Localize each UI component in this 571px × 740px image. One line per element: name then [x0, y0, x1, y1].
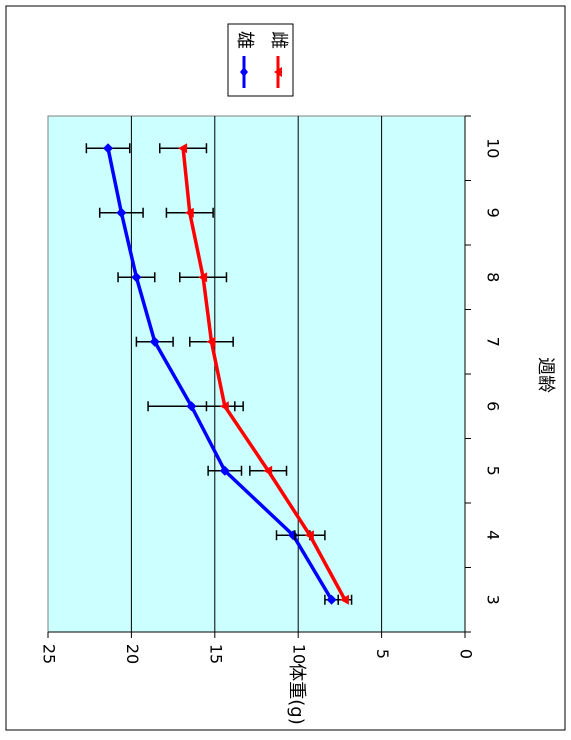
category-tick-label-group: 4	[484, 530, 503, 540]
value-tick-label: 20	[123, 644, 142, 664]
category-tick-label-group: 9	[484, 208, 503, 218]
value-tick-label-group: 10	[290, 644, 309, 664]
data-point	[288, 530, 299, 541]
legend-marker	[240, 67, 248, 77]
series-group	[85, 143, 353, 605]
x-axis-title-group: 週齢	[535, 357, 556, 393]
legend-label-group: 雌	[268, 31, 289, 49]
value-tick-label-group: 25	[40, 644, 59, 664]
data-point	[219, 465, 230, 476]
legend-box	[227, 23, 294, 97]
category-tick-label: 8	[484, 272, 503, 282]
data-point	[339, 594, 349, 605]
data-point	[263, 465, 273, 476]
category-tick-label: 5	[484, 466, 503, 476]
legend-label: 雄	[234, 31, 255, 49]
value-tick-label-group: 5	[373, 649, 392, 659]
legend: 雄雌	[227, 23, 294, 97]
category-tick-label: 7	[484, 337, 503, 347]
category-tick-label: 9	[484, 208, 503, 218]
legend-label-group: 雄	[234, 31, 255, 49]
legend-marker	[274, 67, 282, 77]
axes: 0 5 10 15 20 25 3 4 5 6 7 8 9 10	[40, 115, 503, 664]
value-tick-label-group: 20	[123, 644, 142, 664]
data-point	[206, 336, 216, 347]
category-tick-label-group: 3	[484, 595, 503, 605]
value-tick-label: 5	[373, 649, 392, 659]
data-point	[116, 207, 127, 218]
category-tick-label-group: 5	[484, 466, 503, 476]
category-tick-label: 6	[484, 401, 503, 411]
value-tick-label-group: 0	[457, 649, 476, 659]
data-point	[103, 143, 114, 154]
data-point	[184, 207, 194, 218]
data-point	[304, 530, 314, 541]
x-axis-title: 週齢	[535, 357, 556, 393]
y-axis-title: 体重(g)	[286, 663, 307, 724]
series-line-male	[106, 147, 334, 601]
plot-area	[47, 115, 466, 633]
value-tick-label-group: 15	[206, 644, 225, 664]
data-point	[186, 401, 197, 412]
category-tick-label: 4	[484, 530, 503, 540]
value-tick-label: 10	[290, 644, 309, 664]
data-point	[149, 336, 160, 347]
category-tick-label: 10	[484, 138, 503, 158]
y-axis-title-group: 体重(g)	[286, 663, 307, 724]
value-tick-label: 15	[206, 644, 225, 664]
category-tick-label-group: 10	[484, 138, 503, 158]
category-tick-label-group: 7	[484, 337, 503, 347]
category-tick-label-group: 8	[484, 272, 503, 282]
data-point	[219, 401, 229, 412]
series-line-female	[181, 148, 347, 601]
value-tick-label: 25	[40, 644, 59, 664]
data-point	[326, 594, 337, 605]
data-point	[198, 272, 208, 283]
data-point	[131, 272, 142, 283]
data-point	[178, 143, 188, 154]
category-tick-label: 3	[484, 595, 503, 605]
category-tick-label-group: 6	[484, 401, 503, 411]
legend-label: 雌	[268, 31, 289, 49]
value-tick-label: 0	[457, 649, 476, 659]
